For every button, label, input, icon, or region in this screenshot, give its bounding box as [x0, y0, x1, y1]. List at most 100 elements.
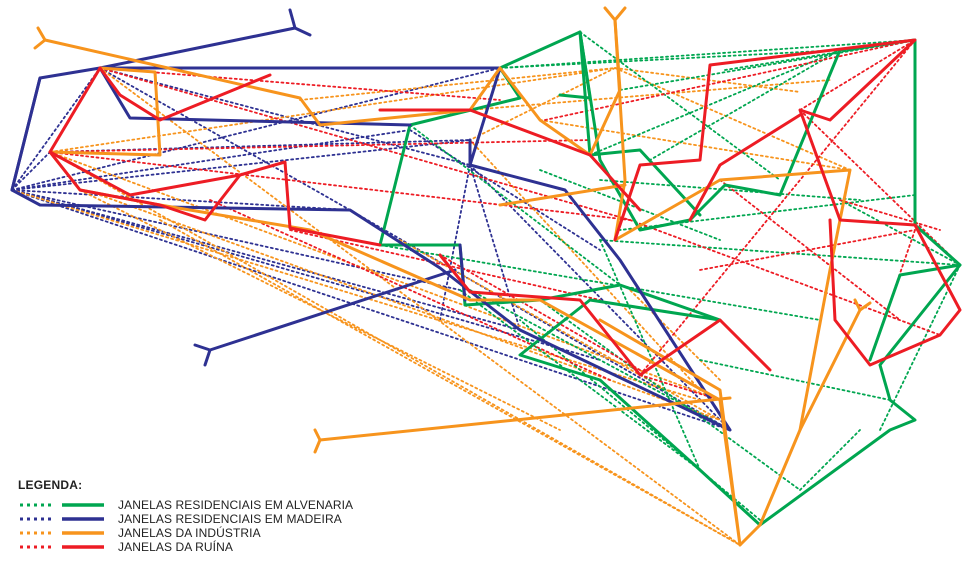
branch-terminal	[603, 6, 617, 22]
solid-route	[10, 76, 42, 192]
dotted-connection	[799, 109, 961, 266]
dotted-connection	[539, 169, 721, 241]
solid-route	[48, 150, 242, 197]
dotted-connection	[99, 67, 501, 101]
solid-route	[98, 26, 297, 70]
dotted-connection	[99, 67, 631, 221]
dotted-connection	[11, 189, 701, 401]
dotted-connection	[469, 164, 731, 431]
dotted-connection	[639, 39, 916, 376]
dotted-connection	[99, 67, 741, 546]
legend-swatch-ruina	[20, 545, 104, 549]
dotted-connection	[99, 67, 351, 211]
branch-terminal	[193, 343, 212, 352]
dotted-connection	[299, 67, 616, 101]
dotted-connection	[11, 189, 351, 211]
legend-item-madeira: JANELAS RESIDENCIAIS EM MADEIRA	[18, 512, 438, 526]
dotted-connection	[469, 67, 616, 141]
solid-route	[43, 18, 622, 157]
branch-terminal	[288, 8, 297, 30]
dotted-connection	[719, 179, 901, 321]
legend-label-ruina: JANELAS DA RUÍNA	[118, 540, 233, 554]
solid-route	[98, 66, 412, 127]
dotted-connection	[724, 39, 916, 71]
dotted-connection	[599, 239, 701, 471]
dotted-connection	[459, 289, 701, 471]
dotted-connection	[11, 151, 51, 191]
legend-item-industria: JANELAS DA INDÚSTRIA	[18, 526, 438, 540]
dotted-connection	[439, 164, 471, 321]
dotted-connection	[11, 67, 101, 191]
solid-route	[578, 30, 702, 217]
dotted-connection	[11, 189, 521, 331]
branch-terminal	[313, 428, 322, 442]
solid-route	[318, 396, 732, 442]
dotted-connection	[699, 229, 916, 271]
dotted-connection	[409, 124, 621, 286]
legend-label-madeira: JANELAS RESIDENCIAIS EM MADEIRA	[118, 512, 342, 526]
solid-route	[378, 108, 642, 212]
branch-terminal	[203, 348, 212, 367]
solid-route	[208, 268, 457, 352]
dotted-connection	[629, 289, 721, 381]
dotted-connection	[799, 429, 861, 491]
dotted-connection	[544, 39, 916, 121]
solid-route	[48, 66, 382, 247]
dotted-connection	[599, 239, 961, 266]
solid-route	[688, 113, 802, 222]
solid-route	[613, 18, 852, 547]
dotted-connection	[99, 194, 721, 421]
legend-label-industria: JANELAS DA INDÚSTRIA	[118, 526, 261, 540]
dotted-connection	[209, 199, 611, 381]
dotted-connection	[399, 239, 721, 421]
dotted-connection	[539, 119, 851, 171]
dotted-connection	[49, 151, 741, 546]
dotted-connection	[49, 151, 721, 401]
solid-route	[558, 30, 592, 100]
legend-item-ruina: JANELAS DA RUÍNA	[18, 540, 438, 554]
legend-swatch-madeira	[20, 517, 104, 521]
dotted-connection	[159, 219, 741, 546]
dotted-connection	[539, 299, 801, 491]
solid-route	[438, 253, 772, 377]
solid-route	[458, 243, 467, 302]
dotted-connection	[599, 179, 861, 201]
dotted-connection	[11, 189, 461, 291]
dotted-connection	[469, 164, 521, 331]
solid-routes	[10, 6, 962, 547]
branch-terminal	[853, 298, 862, 312]
dotted-connection	[11, 189, 601, 361]
dotted-connection	[289, 229, 601, 301]
solid-route	[98, 66, 272, 122]
legend-label-alvenaria: JANELAS RESIDENCIAIS EM ALVENARIA	[118, 498, 354, 512]
dotted-connection	[699, 359, 891, 401]
solid-route	[868, 263, 962, 362]
branch-terminal	[858, 301, 872, 312]
dotted-connection	[409, 129, 601, 251]
dotted-connection	[629, 219, 941, 336]
dotted-connection	[619, 194, 916, 231]
branch-terminal	[313, 438, 322, 454]
legend-swatch-industria	[20, 531, 104, 535]
branch-terminal	[293, 26, 312, 37]
legend-title: LEGENDA:	[18, 478, 83, 492]
dotted-connection	[469, 79, 831, 111]
solid-route	[798, 308, 862, 432]
dotted-connection	[499, 39, 916, 69]
dotted-connection	[499, 49, 841, 69]
branch-terminal	[36, 26, 47, 42]
dotted-connection	[49, 67, 616, 153]
dotted-connection	[99, 67, 471, 166]
branch-terminal	[613, 6, 627, 22]
dotted-connection	[49, 151, 631, 221]
dotted-connection	[579, 31, 781, 181]
legend-item-alvenaria: JANELAS RESIDENCIAIS EM ALVENARIA	[18, 498, 438, 512]
dotted-connection	[11, 139, 471, 191]
dotted-connection	[614, 67, 851, 171]
dotted-connection	[11, 189, 731, 431]
dotted-connection	[589, 49, 841, 156]
legend-swatch-alvenaria	[20, 503, 104, 507]
dotted-connection	[79, 189, 561, 431]
